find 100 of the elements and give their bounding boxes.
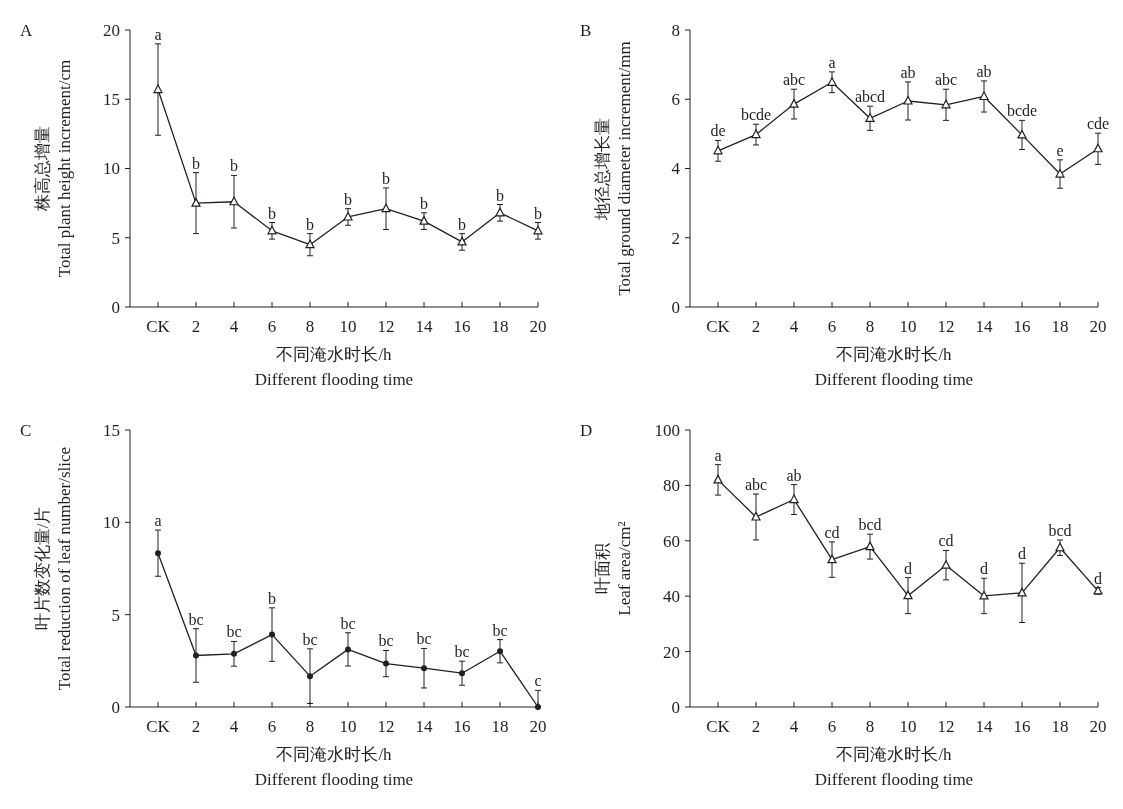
y-axis-title: 地径总增长量 Total ground diameter increment/mm: [593, 41, 634, 296]
data-label: b: [192, 154, 200, 172]
y-tick-label: 100: [654, 420, 680, 440]
y-tick-label: 40: [663, 587, 680, 607]
point: [345, 646, 351, 653]
y-tick-label: 0: [671, 297, 680, 317]
chart-title: C: [20, 421, 32, 440]
data-label: bc: [378, 632, 394, 650]
point: [307, 673, 313, 680]
data-label: ab: [900, 63, 916, 81]
y-tick-label: 15: [103, 90, 120, 110]
x-tick-label: 18: [1051, 717, 1069, 736]
x-tick-label: 12: [377, 317, 395, 336]
point: [827, 554, 837, 564]
data-label: b: [230, 157, 238, 175]
data-label: b: [534, 204, 542, 222]
x-tick-label: 20: [1089, 717, 1107, 736]
data-label: b: [496, 186, 504, 204]
x-tick-label: 2: [191, 717, 201, 736]
data-label: cde: [1086, 115, 1110, 133]
data-label: b: [344, 190, 352, 208]
data-label: de: [710, 122, 726, 140]
x-tick-label: 6: [827, 317, 837, 336]
point: [381, 203, 391, 213]
point: [941, 99, 951, 109]
point: [231, 650, 237, 657]
data-label: abc: [744, 475, 768, 493]
x-tick-label: CK: [706, 317, 731, 336]
y-tick-label: 0: [111, 297, 120, 317]
x-tick-label: 8: [865, 717, 875, 736]
point: [155, 550, 161, 557]
data-label: b: [420, 194, 428, 212]
data-label: bcd: [858, 516, 882, 534]
data-label: d: [1018, 545, 1026, 563]
data-label: bc: [454, 643, 470, 661]
x-tick-label: 18: [1051, 317, 1069, 336]
point: [153, 84, 163, 94]
point: [1017, 587, 1027, 597]
data-label: d: [904, 559, 912, 577]
data-label: bc: [492, 621, 508, 639]
x-tick-label: 8: [305, 717, 315, 736]
point: [903, 95, 913, 105]
data-label: b: [306, 215, 314, 233]
x-tick-label: 12: [937, 717, 955, 736]
data-label: a: [154, 512, 162, 530]
x-tick-label: CK: [146, 717, 171, 736]
chart-title: B: [580, 21, 592, 40]
data-label: ab: [786, 466, 802, 484]
data-label: d: [980, 560, 988, 578]
y-tick-label: 5: [111, 228, 120, 248]
point: [269, 631, 275, 638]
data-label: bc: [340, 614, 356, 632]
point: [191, 198, 201, 207]
point: [713, 145, 723, 155]
y-tick-label: 0: [111, 697, 120, 717]
data-label: b: [382, 169, 390, 187]
x-tick-label: 8: [865, 317, 875, 336]
point: [789, 494, 799, 504]
x-axis-title: 不同淹水时长/h Different flooding time: [814, 345, 974, 389]
x-tick-label: CK: [706, 717, 731, 736]
x-tick-label: 6: [827, 717, 837, 736]
y-axis-title: 株高总增量 Total plant height increment/cm: [33, 59, 74, 278]
x-tick-label: 20: [1089, 317, 1107, 336]
x-tick-label: 10: [339, 717, 357, 736]
y-tick-label: 6: [671, 90, 680, 110]
point: [459, 670, 465, 677]
x-tick-label: 14: [975, 317, 993, 336]
point: [827, 77, 837, 86]
x-tick-label: 18: [491, 717, 509, 736]
x-tick-label: 16: [1013, 317, 1031, 336]
x-tick-label: 12: [937, 317, 955, 336]
point: [979, 590, 989, 600]
point: [903, 590, 913, 600]
point: [421, 665, 427, 672]
x-axis-title: 不同淹水时长/h Different flooding time: [254, 345, 414, 389]
y-tick-label: 10: [103, 159, 120, 179]
point: [1093, 143, 1103, 153]
point: [941, 560, 951, 569]
y-tick-label: 20: [103, 20, 120, 40]
y-tick-label: 8: [671, 20, 680, 40]
x-tick-label: 10: [339, 317, 357, 336]
data-label: c: [534, 672, 542, 690]
point: [789, 99, 799, 108]
chart-title: D: [580, 421, 593, 440]
data-label: ab: [976, 62, 992, 80]
x-tick-label: 14: [415, 717, 433, 736]
data-label: bc: [188, 610, 204, 628]
x-tick-label: 4: [229, 317, 239, 336]
x-tick-label: 16: [1013, 717, 1031, 736]
point: [193, 652, 199, 659]
x-tick-label: 2: [751, 717, 761, 736]
x-axis-title: 不同淹水时长/h Different flooding time: [254, 745, 414, 789]
data-label: bcde: [740, 106, 772, 124]
data-label: abc: [934, 71, 958, 89]
y-tick-label: 80: [663, 476, 680, 496]
data-label: bc: [226, 623, 242, 641]
x-tick-label: 10: [899, 317, 917, 336]
point: [383, 660, 389, 667]
data-label: cd: [938, 532, 954, 550]
data-label: abc: [782, 71, 806, 89]
